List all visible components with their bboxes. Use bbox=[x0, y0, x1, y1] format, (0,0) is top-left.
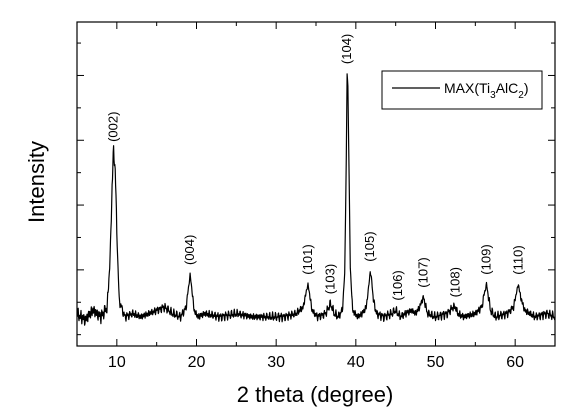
peak-labels: (002) (004) (101) (103) (104) (105) (106) (107)… bbox=[106, 34, 526, 301]
x-tick-label-30: 30 bbox=[267, 354, 285, 371]
series-line-max-ti3alc2 bbox=[76, 73, 556, 326]
peak-label-107: (107) bbox=[416, 257, 431, 287]
legend-label: MAX(Ti3AlC2) bbox=[444, 80, 529, 101]
peak-label-104: (104) bbox=[339, 34, 354, 64]
x-tick-label-20: 20 bbox=[188, 354, 206, 371]
x-axis-ticks bbox=[76, 22, 556, 346]
y-axis-ticks bbox=[77, 42, 555, 336]
peak-label-105: (105) bbox=[362, 231, 377, 261]
peak-label-103: (103) bbox=[322, 264, 337, 294]
x-tick-label-40: 40 bbox=[347, 354, 365, 371]
plot-area: 10 20 30 40 50 60 (002) (004) (101) (103) (104) (1… bbox=[76, 21, 556, 371]
peak-label-101: (101) bbox=[300, 244, 315, 274]
y-axis-title: Intensity bbox=[24, 141, 49, 223]
peak-label-108: (108) bbox=[447, 267, 462, 297]
peak-label-106: (106) bbox=[390, 270, 405, 300]
x-axis-tick-labels: 10 20 30 40 50 60 bbox=[108, 354, 524, 371]
legend-box bbox=[381, 70, 543, 110]
peak-label-002: (002) bbox=[106, 112, 121, 142]
x-tick-label-10: 10 bbox=[108, 354, 126, 371]
legend: MAX(Ti3AlC2) bbox=[381, 70, 543, 110]
peak-label-109: (109) bbox=[479, 244, 494, 274]
x-tick-label-50: 50 bbox=[427, 354, 445, 371]
peak-label-110: (110) bbox=[510, 245, 525, 274]
x-axis-title: 2 theta (degree) bbox=[237, 382, 394, 407]
x-tick-label-60: 60 bbox=[506, 354, 524, 371]
peak-label-004: (004) bbox=[182, 235, 197, 265]
